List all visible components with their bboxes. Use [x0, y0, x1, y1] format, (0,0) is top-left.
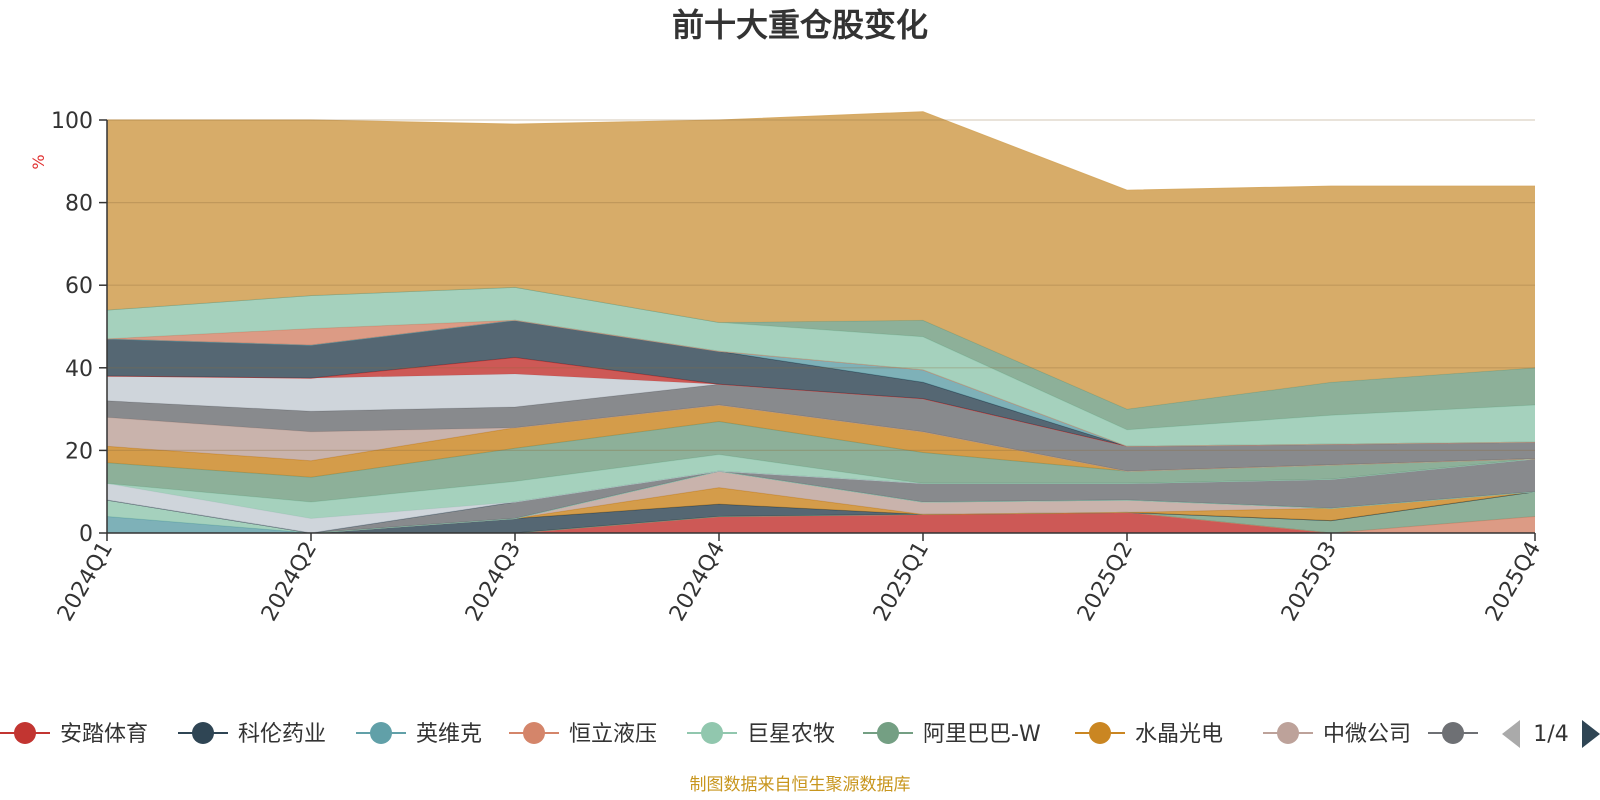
area-series-宁德时代[interactable] — [107, 421, 1535, 503]
legend-item-中微公司[interactable]: 中微公司 — [1263, 722, 1411, 747]
legend: 安踏体育 科伦药业 英维克 恒立液压 巨星农牧 阿里巴巴-W 水晶光电 中微公司 1/4 — [0, 720, 1600, 748]
y-tick-label-20: 20 — [65, 439, 93, 464]
legend-label-4: 巨星农牧 — [747, 722, 835, 747]
x-tick-label-2025Q4: 2025Q4 — [1481, 538, 1546, 626]
y-axis-label: % — [29, 154, 48, 169]
legend-marker-5 — [877, 722, 899, 744]
area-series-美的集团[interactable] — [107, 287, 1535, 447]
area-series-招商银行[interactable] — [107, 320, 1535, 447]
x-tick-label-2025Q1: 2025Q1 — [869, 538, 934, 626]
legend-label-1: 科伦药业 — [238, 722, 326, 747]
area-edge-其他 — [107, 111, 1535, 191]
legend-label-7: 中微公司 — [1323, 722, 1411, 747]
y-tick-label-40: 40 — [65, 357, 93, 382]
legend-label-2: 英维克 — [416, 722, 482, 747]
area-edge-腾讯控股 — [106, 453, 1536, 503]
area-series-比亚迪[interactable] — [107, 405, 1535, 472]
legend-item-英维克[interactable]: 英维克 — [356, 722, 482, 747]
legend-item-水晶光电[interactable]: 水晶光电 — [1075, 722, 1223, 747]
x-tick-label-2024Q3: 2024Q3 — [461, 538, 526, 626]
legend-item-巨星农牧[interactable]: 巨星农牧 — [687, 722, 835, 747]
legend-label-0: 安踏体育 — [60, 722, 148, 747]
legend-item-阿里巴巴-W[interactable]: 阿里巴巴-W — [863, 722, 1041, 747]
legend-label-5: 阿里巴巴-W — [923, 722, 1041, 747]
area-series-腾讯控股[interactable] — [107, 454, 1535, 519]
legend-marker-0 — [14, 722, 36, 744]
area-series-恒立液压[interactable] — [107, 512, 1535, 533]
x-tick-label-2024Q2: 2024Q2 — [257, 538, 322, 626]
x-tick-label-2025Q2: 2025Q2 — [1073, 538, 1138, 626]
legend-marker-4 — [701, 722, 723, 744]
legend-item-恒立液压[interactable]: 恒立液压 — [509, 722, 657, 747]
legend-page-indicator: 1/4 — [1533, 722, 1568, 747]
area-series-立讯精密[interactable] — [107, 405, 1535, 478]
legend-marker-7 — [1277, 722, 1299, 744]
legend-marker-3 — [523, 722, 545, 744]
legend-marker-8 — [1442, 722, 1464, 744]
legend-marker-6 — [1089, 722, 1111, 744]
y-tick-label-100: 100 — [51, 109, 93, 134]
x-tick-label-2024Q4: 2024Q4 — [665, 538, 730, 626]
legend-label-6: 水晶光电 — [1135, 722, 1223, 747]
x-tick-label-2024Q1: 2024Q1 — [53, 538, 118, 626]
legend-marker-2 — [370, 722, 392, 744]
area-series-其他[interactable] — [107, 111, 1535, 410]
y-tick-label-0: 0 — [79, 522, 93, 547]
y-tick-label-80: 80 — [65, 192, 93, 217]
legend-item-科伦药业[interactable]: 科伦药业 — [178, 722, 326, 747]
y-tick-label-60: 60 — [65, 274, 93, 299]
area-series-科伦药业[interactable] — [107, 491, 1535, 533]
legend-next-page-icon[interactable] — [1582, 720, 1600, 748]
legend-label-3: 恒立液压 — [569, 722, 657, 747]
area-series-贵州茅台[interactable] — [107, 374, 1535, 447]
grid-layer — [107, 119, 1535, 451]
areas-layer — [106, 111, 1536, 534]
area-series-迈为股份[interactable] — [107, 458, 1535, 533]
area-series-巨星农牧[interactable] — [107, 471, 1535, 533]
legend-marker-1 — [192, 722, 214, 744]
area-series-紫金矿业[interactable] — [107, 384, 1535, 472]
x-tick-label-2025Q3: 2025Q3 — [1277, 538, 1342, 626]
legend-item-unnamed[interactable] — [1428, 722, 1478, 744]
chart-title: 前十大重仓股变化 — [672, 6, 928, 44]
source-note: 制图数据来自恒生聚源数据库 — [690, 775, 911, 795]
legend-prev-page-icon[interactable] — [1502, 720, 1520, 748]
area-series-东方财富[interactable] — [107, 320, 1535, 447]
legend-item-安踏体育[interactable]: 安踏体育 — [0, 722, 148, 747]
